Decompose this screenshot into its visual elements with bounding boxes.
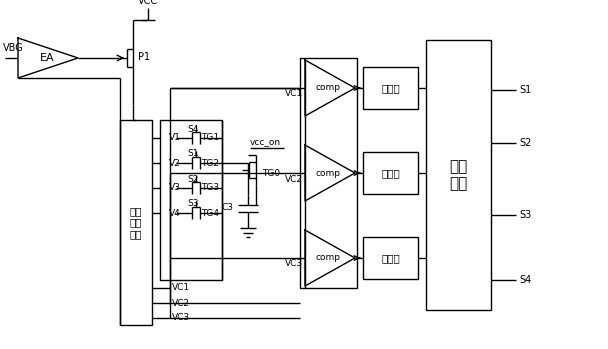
Text: VBG: VBG — [3, 43, 24, 53]
Text: S3: S3 — [519, 210, 531, 220]
Text: VC3: VC3 — [172, 313, 190, 322]
Text: S4: S4 — [519, 275, 531, 285]
Text: VC2: VC2 — [172, 298, 190, 307]
Bar — [300, 58, 357, 288]
Text: TG1: TG1 — [201, 134, 219, 142]
Text: S2: S2 — [187, 174, 199, 184]
Text: S4: S4 — [187, 125, 199, 134]
Bar — [160, 120, 222, 280]
Text: TG4: TG4 — [201, 208, 219, 217]
Text: P1: P1 — [138, 52, 150, 62]
Text: V4: V4 — [169, 208, 181, 217]
Text: VCC: VCC — [138, 0, 158, 6]
Text: S3: S3 — [187, 200, 199, 208]
Text: 译码
电路: 译码 电路 — [449, 159, 468, 191]
Text: comp: comp — [316, 169, 340, 178]
Text: C3: C3 — [222, 203, 234, 213]
Text: VC1: VC1 — [285, 89, 303, 98]
Bar — [363, 152, 418, 194]
Text: S1: S1 — [519, 85, 531, 95]
Text: S2: S2 — [519, 138, 531, 148]
Bar — [426, 40, 491, 310]
Text: V1: V1 — [169, 134, 181, 142]
Text: TG2: TG2 — [201, 158, 219, 168]
Text: TG3: TG3 — [201, 184, 219, 193]
Text: comp: comp — [316, 83, 340, 92]
Text: comp: comp — [316, 253, 340, 262]
Text: VC2: VC2 — [285, 174, 303, 184]
Bar — [363, 237, 418, 279]
Text: 存储器: 存储器 — [381, 253, 400, 263]
Text: 存储器: 存储器 — [381, 83, 400, 93]
Bar — [120, 120, 152, 325]
Text: S1: S1 — [187, 149, 199, 158]
Text: V3: V3 — [169, 184, 181, 193]
Text: 电阻
分压
模块: 电阻 分压 模块 — [130, 206, 142, 239]
Text: vcc_on: vcc_on — [250, 138, 281, 147]
Text: 存储器: 存储器 — [381, 168, 400, 178]
Text: VC1: VC1 — [172, 283, 190, 292]
Bar — [363, 67, 418, 109]
Text: EA: EA — [40, 53, 54, 63]
Text: V2: V2 — [169, 158, 181, 168]
Text: TG0: TG0 — [262, 170, 280, 178]
Text: VC3: VC3 — [285, 260, 303, 268]
